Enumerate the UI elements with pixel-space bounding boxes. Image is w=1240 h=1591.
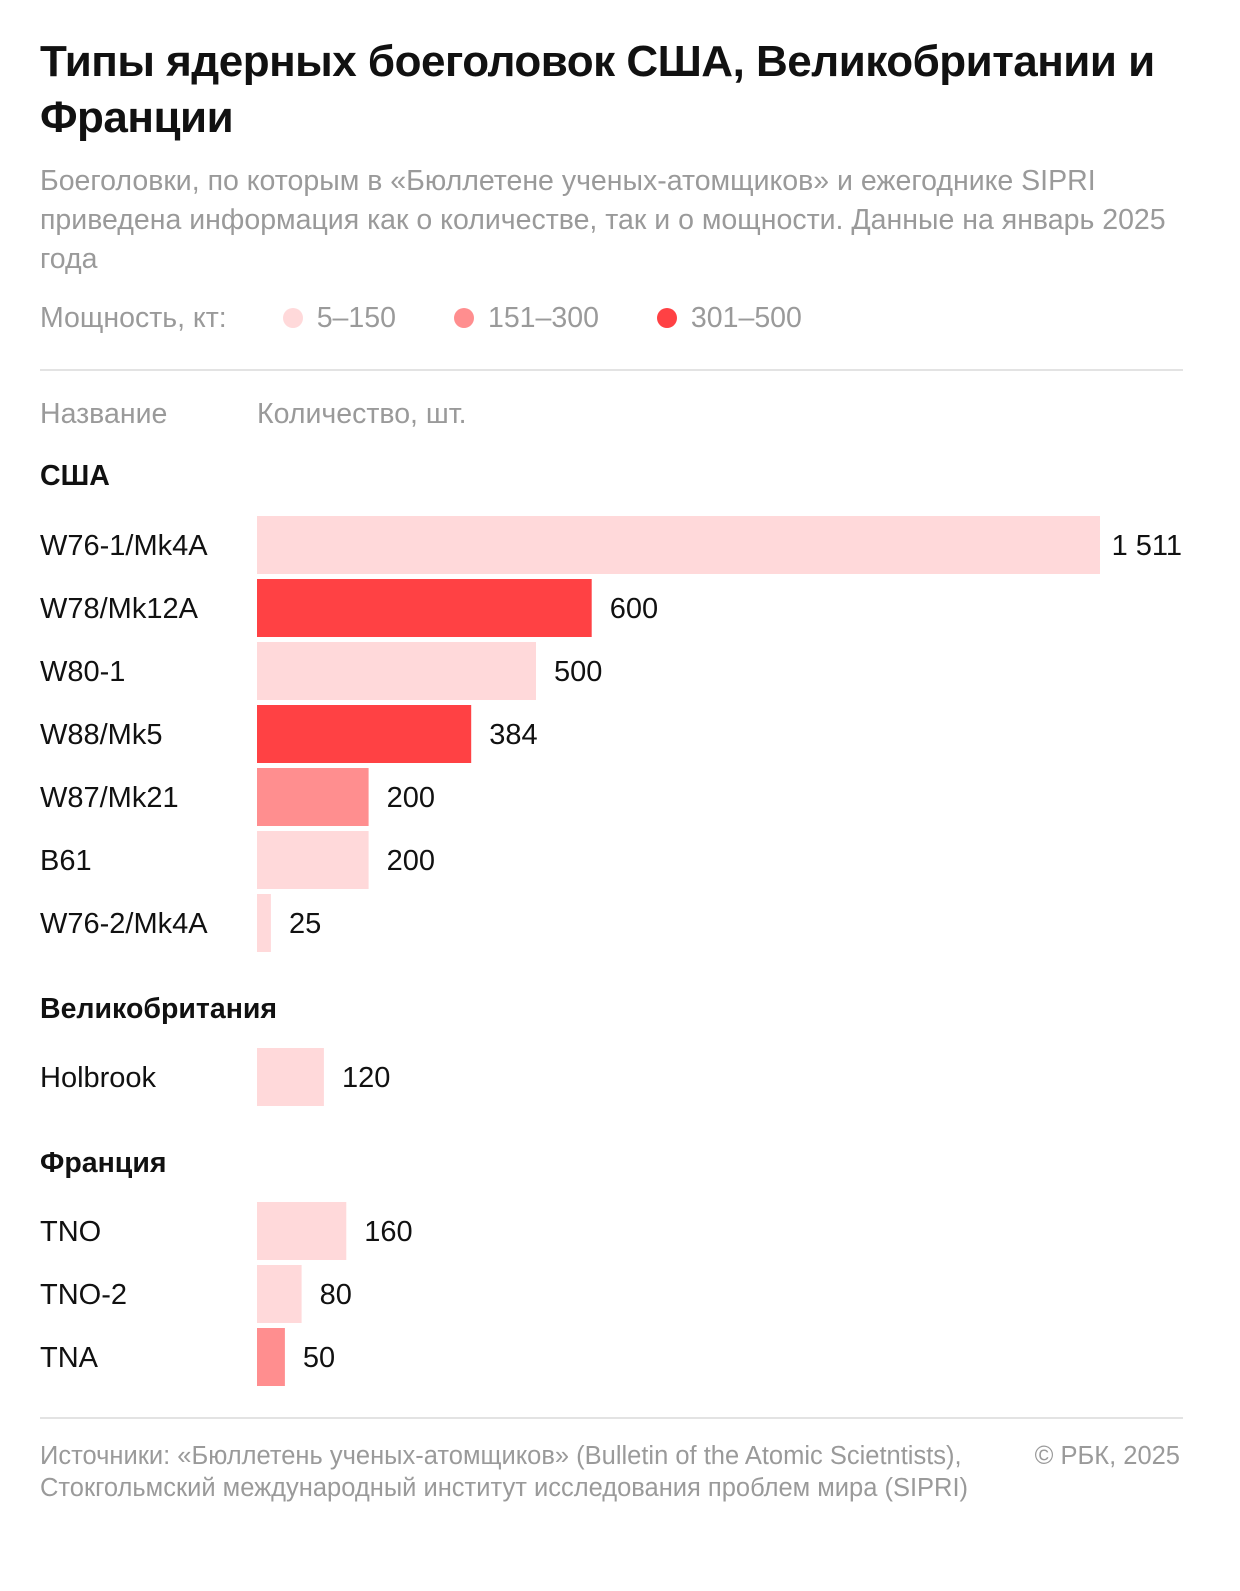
legend-label-high: 301–500 <box>690 301 802 334</box>
bar-w76-2-mk4a <box>257 894 271 952</box>
bar-tno <box>257 1202 347 1260</box>
bar-label-w87-mk21: W87/Mk21 <box>40 782 179 814</box>
value-label-w80-1: 500 <box>554 656 602 688</box>
value-label-tna: 50 <box>303 1342 335 1374</box>
bar-w87-mk21 <box>257 768 369 826</box>
legend-item-low: 5–150 <box>282 301 396 335</box>
bar-label-w76-1-mk4a: W76-1/Mk4A <box>40 530 208 562</box>
value-label-w76-1-mk4a: 1 511 <box>1112 530 1182 562</box>
value-label-w76-2-mk4a: 25 <box>289 908 321 940</box>
bar-w80-1 <box>257 642 536 700</box>
legend-dot-low <box>282 308 303 328</box>
column-header-count: Количество, шт. <box>257 398 467 430</box>
bar-w76-1-mk4a <box>257 516 1100 574</box>
bar-label-w88-mk5: W88/Mk5 <box>40 719 162 751</box>
legend: Мощность, кт: 5–150 151–300 301–500 <box>40 298 860 338</box>
group-heading-франция: Франция <box>40 1147 166 1179</box>
value-label-holbrook: 120 <box>342 1062 390 1094</box>
bar-label-w76-2-mk4a: W76-2/Mk4A <box>40 908 208 940</box>
group-heading-великобритания: Великобритания <box>40 993 277 1025</box>
bar-w78-mk12a <box>257 579 592 637</box>
legend-dot-high <box>656 308 677 328</box>
bar-chart: США W76-1/Mk4A 1 511 W78/Mk12A 600 W80-1 500 W8… <box>40 460 1182 1386</box>
value-label-w78-mk12a: 600 <box>610 593 658 625</box>
bar-label-tno: TNO <box>40 1216 101 1248</box>
bar-tno-2 <box>257 1265 302 1323</box>
bar-tna <box>257 1328 285 1386</box>
legend-label-low: 5–150 <box>316 301 396 334</box>
bar-b61 <box>257 831 369 889</box>
value-label-w87-mk21: 200 <box>387 782 435 814</box>
bottom-divider <box>40 1417 1183 1419</box>
bar-label-tno-2: TNO-2 <box>40 1279 127 1311</box>
group-heading-сша: США <box>40 460 110 492</box>
source-note: Источники: «Бюллетень ученых-атомщиков» … <box>40 1442 969 1502</box>
bar-label-w78-mk12a: W78/Mk12A <box>40 593 199 625</box>
legend-dot-mid <box>453 308 474 328</box>
chart-subtitle: Боеголовки, по которым в «Бюллетене учен… <box>40 165 1166 275</box>
bar-label-tna: TNA <box>40 1342 99 1374</box>
bar-w88-mk5 <box>257 705 472 763</box>
value-label-b61: 200 <box>387 845 435 877</box>
legend-title: Мощность, кт: <box>40 301 227 334</box>
bar-label-b61: B61 <box>40 845 92 877</box>
top-divider <box>40 369 1183 371</box>
legend-item-mid: 151–300 <box>453 301 599 335</box>
bar-label-holbrook: Holbrook <box>40 1062 157 1094</box>
legend-label-mid: 151–300 <box>487 301 599 334</box>
column-header-name: Название <box>40 398 168 430</box>
bar-label-w80-1: W80-1 <box>40 656 125 688</box>
value-label-tno-2: 80 <box>320 1279 352 1311</box>
legend-item-high: 301–500 <box>656 301 802 335</box>
copyright: © РБК, 2025 <box>1034 1442 1180 1470</box>
bar-holbrook <box>257 1048 324 1106</box>
value-label-tno: 160 <box>364 1216 412 1248</box>
chart-title: Типы ядерных боеголовок США, Великобрита… <box>40 37 1155 142</box>
value-label-w88-mk5: 384 <box>489 719 537 751</box>
